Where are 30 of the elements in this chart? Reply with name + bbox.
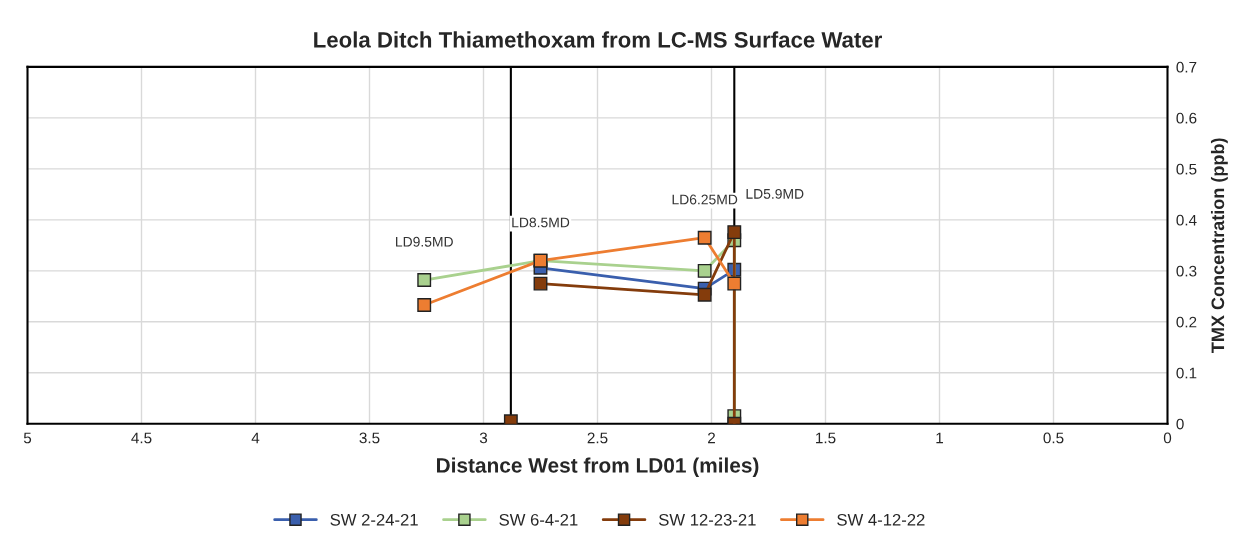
- y-axis-title: TMX Concentration (ppb): [1210, 138, 1228, 353]
- annotation: LD5.9MD: [746, 188, 804, 199]
- x-tick-label: 2: [708, 432, 715, 444]
- y-tick-label: 0.6: [1176, 112, 1197, 124]
- annotation: LD6.25MD: [672, 194, 738, 205]
- x-axis-title: Distance West from LD01 (miles): [437, 457, 759, 477]
- x-tick-label: 1: [936, 432, 943, 444]
- y-tick-label: 0.1: [1176, 367, 1197, 379]
- x-tick-label: 4: [251, 432, 260, 444]
- y-tick-label: 0.4: [1176, 214, 1197, 226]
- annotation: LD8.5MD: [512, 217, 570, 228]
- x-tick-label: 3: [479, 432, 488, 444]
- x-tick-label: 4.5: [131, 432, 152, 444]
- x-tick-label: 0: [1163, 432, 1172, 444]
- annotation: LD9.5MD: [396, 236, 453, 247]
- chart-title: Leola Ditch Thiamethoxam from LC-MS Surface Water: [314, 31, 882, 48]
- legend-label: SW 12-23-21: [658, 513, 756, 526]
- y-tick-label: 0: [1176, 418, 1184, 430]
- legend-label: SW 4-12-22: [837, 513, 925, 526]
- legend-label: SW 6-4-21: [499, 513, 578, 526]
- y-tick-label: 0.3: [1176, 265, 1197, 277]
- x-tick-label: 3.5: [359, 432, 380, 444]
- x-tick-label: 0.5: [1043, 432, 1064, 444]
- y-tick-label: 0.7: [1176, 61, 1197, 73]
- x-tick-label: 5: [23, 432, 32, 444]
- y-tick-label: 0.2: [1176, 316, 1197, 328]
- legend-label: SW 2-24-21: [330, 513, 418, 526]
- x-tick-label: 2.5: [587, 432, 608, 444]
- y-tick-label: 0.5: [1176, 163, 1197, 175]
- x-tick-label: 1.5: [816, 432, 836, 444]
